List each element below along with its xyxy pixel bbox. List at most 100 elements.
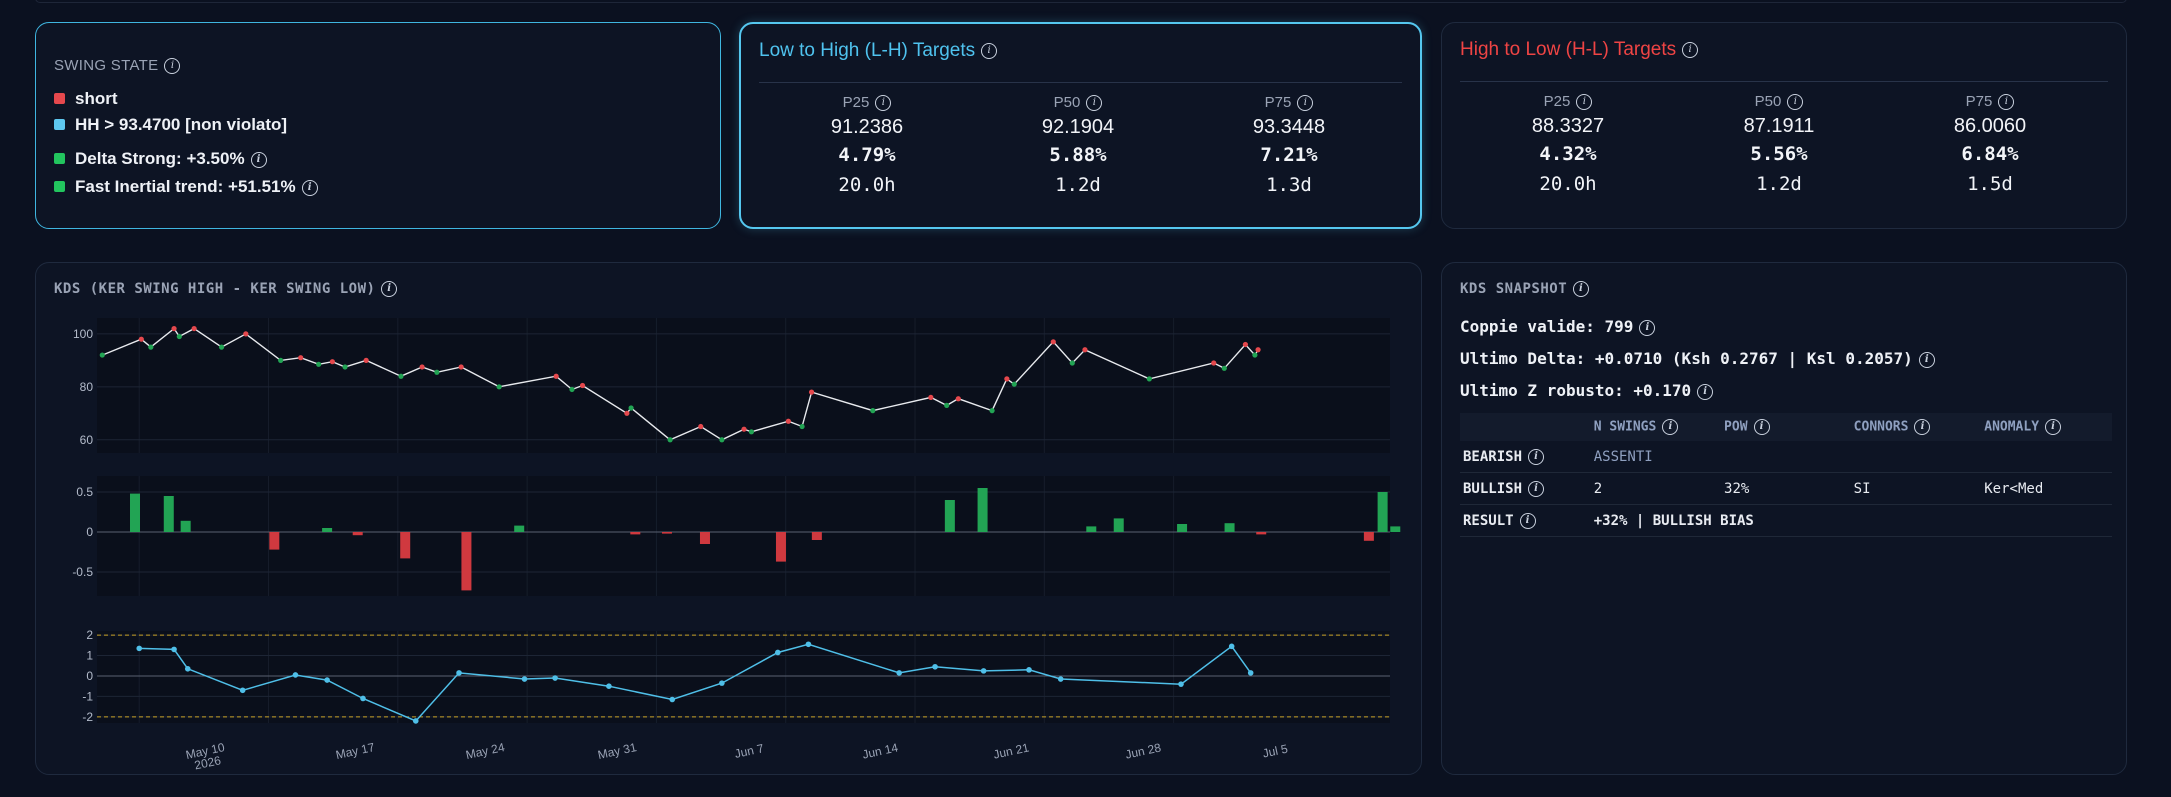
z-point[interactable]	[456, 670, 462, 676]
info-icon[interactable]: i	[1914, 419, 1931, 435]
z-point[interactable]	[1026, 667, 1032, 673]
kds-point[interactable]	[579, 382, 586, 389]
delta-bar[interactable]	[775, 532, 786, 562]
kds-point[interactable]	[148, 344, 154, 350]
kds-point[interactable]	[870, 408, 876, 414]
kds-point[interactable]	[667, 437, 673, 443]
delta-bar[interactable]	[1390, 526, 1401, 532]
info-icon[interactable]: i	[1998, 94, 2015, 111]
kds-point[interactable]	[1211, 360, 1217, 366]
delta-bar[interactable]	[180, 520, 191, 532]
kds-point[interactable]	[955, 396, 961, 402]
kds-point[interactable]	[989, 408, 995, 414]
z-point[interactable]	[136, 645, 143, 652]
kds-point[interactable]	[741, 426, 747, 432]
kds-point[interactable]	[329, 359, 335, 365]
kds-point[interactable]	[719, 437, 725, 443]
delta-bar[interactable]	[811, 532, 822, 540]
kds-point[interactable]	[1004, 376, 1010, 382]
z-point[interactable]	[521, 676, 528, 682]
kds-point[interactable]	[748, 429, 755, 435]
delta-bar[interactable]	[1363, 532, 1374, 541]
kds-point[interactable]	[316, 361, 322, 367]
info-icon[interactable]: i	[2045, 419, 2062, 435]
info-icon[interactable]: i	[1573, 281, 1590, 297]
delta-bar[interactable]	[1377, 492, 1388, 532]
delta-bar[interactable]	[514, 525, 525, 532]
kds-point[interactable]	[176, 333, 182, 340]
kds-point[interactable]	[458, 364, 464, 370]
kds-point[interactable]	[434, 369, 440, 375]
delta-bar[interactable]	[661, 532, 672, 534]
z-point[interactable]	[552, 675, 558, 681]
z-point[interactable]	[184, 666, 191, 672]
kds-chart[interactable]: 60 80 100 0.5 0 -0.5 2 1 0 -1 -2 May 102026 May 17 Ma…	[36, 263, 1423, 776]
delta-bar[interactable]	[1086, 526, 1097, 532]
kds-point[interactable]	[363, 357, 369, 363]
info-icon[interactable]: i	[381, 281, 398, 297]
z-point[interactable]	[980, 668, 987, 674]
kds-point[interactable]	[1221, 365, 1227, 371]
kds-point[interactable]	[342, 364, 348, 370]
z-point[interactable]	[932, 663, 938, 670]
z-point[interactable]	[412, 718, 419, 724]
info-icon[interactable]: i	[1297, 95, 1314, 112]
kds-point[interactable]	[1146, 376, 1152, 382]
info-icon[interactable]: i	[1662, 419, 1679, 435]
delta-bar[interactable]	[699, 532, 710, 544]
kds-point[interactable]	[698, 423, 704, 430]
delta-bar[interactable]	[129, 493, 140, 532]
delta-bar[interactable]	[322, 528, 333, 532]
delta-bar[interactable]	[400, 532, 411, 559]
kds-point[interactable]	[99, 352, 105, 358]
z-point[interactable]	[1228, 643, 1235, 650]
delta-bar[interactable]	[1113, 518, 1124, 532]
delta-bar[interactable]	[163, 496, 174, 532]
kds-point[interactable]	[243, 331, 249, 337]
kds-point[interactable]	[1050, 339, 1056, 345]
kds-point[interactable]	[1252, 352, 1258, 358]
z-point[interactable]	[669, 696, 676, 703]
kds-point[interactable]	[1011, 381, 1017, 387]
z-point[interactable]	[171, 646, 177, 653]
info-icon[interactable]: i	[164, 57, 181, 74]
kds-point[interactable]	[553, 373, 559, 379]
kds-point[interactable]	[785, 418, 791, 424]
kds-point[interactable]	[808, 389, 815, 395]
info-icon[interactable]: i	[1528, 448, 1545, 465]
z-point[interactable]	[239, 687, 246, 694]
z-point[interactable]	[775, 649, 781, 656]
info-icon[interactable]: i	[1918, 351, 1935, 368]
z-point[interactable]	[719, 680, 725, 686]
kds-point[interactable]	[628, 405, 634, 411]
info-icon[interactable]: i	[1528, 480, 1545, 497]
delta-bar[interactable]	[944, 500, 955, 532]
kds-point[interactable]	[624, 410, 630, 416]
info-icon[interactable]: i	[1753, 419, 1770, 435]
z-point[interactable]	[1247, 670, 1254, 676]
kds-point[interactable]	[944, 402, 950, 408]
kds-point[interactable]	[496, 384, 502, 390]
info-icon[interactable]: i	[1682, 41, 1699, 58]
kds-point[interactable]	[1082, 347, 1088, 353]
z-point[interactable]	[896, 670, 902, 676]
kds-point[interactable]	[1242, 341, 1248, 348]
delta-bar[interactable]	[630, 532, 641, 535]
kds-point[interactable]	[398, 373, 404, 379]
kds-point[interactable]	[419, 364, 425, 370]
info-icon[interactable]: i	[1519, 512, 1536, 529]
info-icon[interactable]: i	[1576, 94, 1593, 111]
z-point[interactable]	[1057, 676, 1064, 682]
z-point[interactable]	[805, 641, 812, 648]
z-point[interactable]	[324, 677, 330, 683]
info-icon[interactable]: i	[1697, 383, 1714, 400]
kds-point[interactable]	[569, 386, 575, 393]
kds-point[interactable]	[928, 394, 934, 401]
delta-bar[interactable]	[1177, 524, 1188, 532]
kds-point[interactable]	[218, 344, 225, 350]
delta-bar[interactable]	[1224, 523, 1235, 532]
info-icon[interactable]: i	[1787, 94, 1804, 111]
z-point[interactable]	[360, 695, 366, 702]
info-icon[interactable]: i	[981, 42, 998, 59]
info-icon[interactable]: i	[250, 151, 267, 168]
